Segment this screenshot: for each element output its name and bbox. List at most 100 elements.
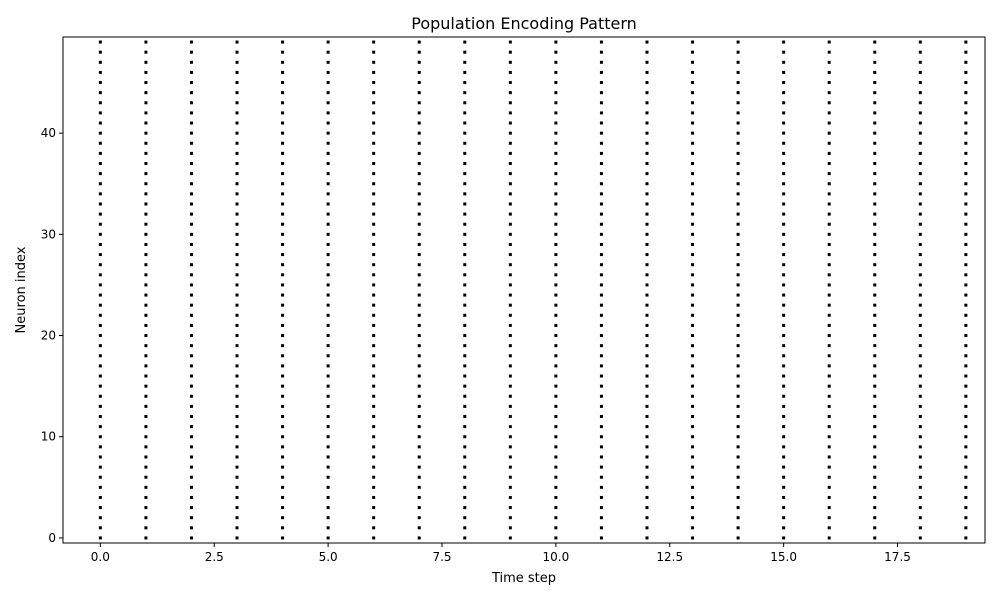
spike-point <box>599 516 603 520</box>
spike-point <box>235 404 239 408</box>
spike-point <box>326 81 330 85</box>
spike-point <box>463 374 467 378</box>
spike-point <box>645 232 649 236</box>
spike-point <box>827 151 831 155</box>
spike-point <box>144 313 148 317</box>
spike-point <box>827 283 831 287</box>
spike-point <box>372 50 376 54</box>
x-axis-ticks: 0.0 2.5 5.0 7.5 10.0 12.5 15.0 17.5 <box>91 543 911 564</box>
spike-point <box>463 465 467 469</box>
spike-point <box>645 70 649 74</box>
spike-point <box>372 384 376 388</box>
spike-point <box>691 242 695 246</box>
spike-point <box>463 526 467 530</box>
spike-point <box>645 212 649 216</box>
spike-point <box>98 263 102 267</box>
spike-point <box>189 70 193 74</box>
spike-point <box>508 192 512 196</box>
spike-point <box>964 435 968 439</box>
spike-point <box>554 485 558 489</box>
spike-point <box>873 40 877 44</box>
spike-point <box>281 364 285 368</box>
spike-point <box>554 263 558 267</box>
spike-point <box>463 323 467 327</box>
spike-point <box>599 506 603 510</box>
spike-point <box>98 495 102 499</box>
spike-point <box>235 344 239 348</box>
spike-point <box>463 384 467 388</box>
spike-point <box>782 253 786 257</box>
spike-point <box>144 141 148 145</box>
spike-point <box>554 101 558 105</box>
spike-point <box>554 50 558 54</box>
spike-point <box>554 151 558 155</box>
spike-point <box>372 516 376 520</box>
spike-point <box>372 465 376 469</box>
spike-point <box>736 506 740 510</box>
x-tick-label: 0.0 <box>91 550 110 564</box>
spike-point <box>144 283 148 287</box>
spike-point <box>235 141 239 145</box>
spike-point <box>98 192 102 196</box>
spike-point <box>873 192 877 196</box>
spike-point <box>918 242 922 246</box>
spike-point <box>189 172 193 176</box>
spike-point <box>691 516 695 520</box>
spike-point <box>918 263 922 267</box>
spike-point <box>326 40 330 44</box>
spike-point <box>281 354 285 358</box>
spike-point <box>873 131 877 135</box>
spike-point <box>372 151 376 155</box>
spike-point <box>463 212 467 216</box>
spike-point <box>964 404 968 408</box>
spike-point <box>372 40 376 44</box>
spike-point <box>281 91 285 95</box>
spike-point <box>144 232 148 236</box>
spike-point <box>554 455 558 459</box>
spike-point <box>645 91 649 95</box>
spike-point <box>98 151 102 155</box>
spike-point <box>827 172 831 176</box>
spike-point <box>691 506 695 510</box>
spike-point <box>918 364 922 368</box>
spike-point <box>463 60 467 64</box>
spike-point <box>281 263 285 267</box>
spike-point <box>463 273 467 277</box>
spike-point <box>873 485 877 489</box>
spike-point <box>918 111 922 115</box>
spike-point <box>326 263 330 267</box>
spike-point <box>827 70 831 74</box>
spike-point <box>599 232 603 236</box>
spike-point <box>326 182 330 186</box>
spike-point <box>189 242 193 246</box>
spike-point <box>873 516 877 520</box>
spike-point <box>918 425 922 429</box>
spike-point <box>873 455 877 459</box>
spike-point <box>372 485 376 489</box>
spike-point <box>326 232 330 236</box>
spike-point <box>599 455 603 459</box>
spike-point <box>964 374 968 378</box>
spike-point <box>463 344 467 348</box>
y-tick-label: 40 <box>41 126 56 140</box>
spike-point <box>372 172 376 176</box>
spike-point <box>235 303 239 307</box>
spike-point <box>417 81 421 85</box>
spike-point <box>782 364 786 368</box>
spike-point <box>372 445 376 449</box>
spike-point <box>827 232 831 236</box>
spike-point <box>645 445 649 449</box>
spike-point <box>782 354 786 358</box>
spike-point <box>326 425 330 429</box>
spike-point <box>918 172 922 176</box>
spike-point <box>98 364 102 368</box>
spike-point <box>964 303 968 307</box>
spike-point <box>235 435 239 439</box>
spike-point <box>736 303 740 307</box>
spike-point <box>918 293 922 297</box>
spike-point <box>144 202 148 206</box>
spike-point <box>417 212 421 216</box>
spike-point <box>827 364 831 368</box>
spike-point <box>235 70 239 74</box>
